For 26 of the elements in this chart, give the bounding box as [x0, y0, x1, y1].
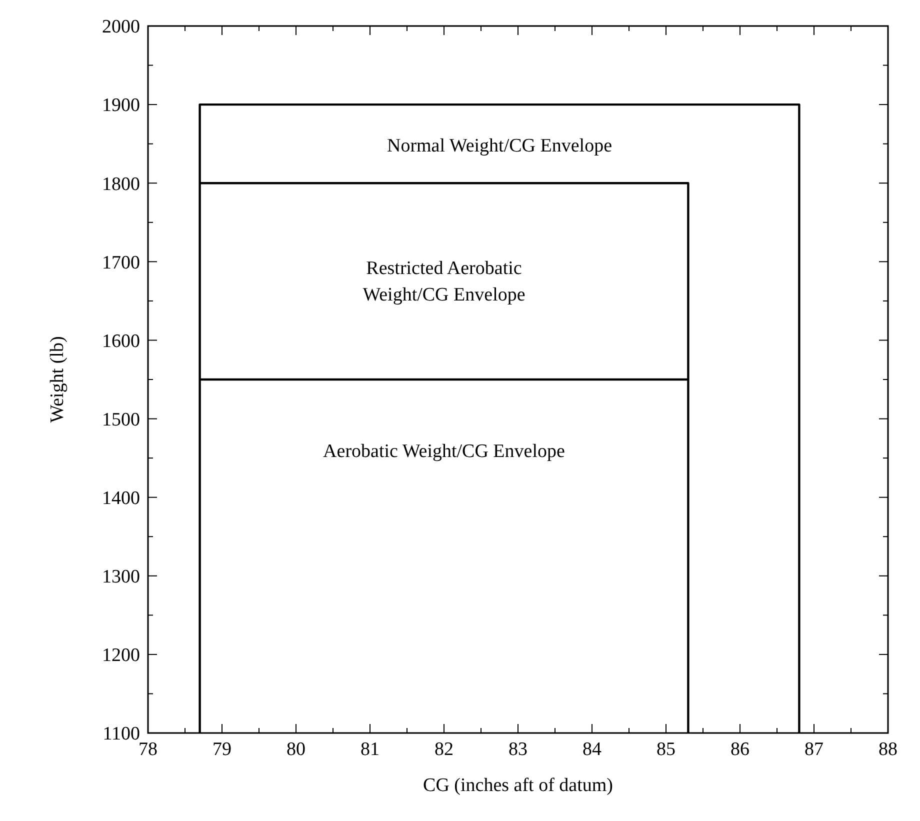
y-tick-label: 1600 — [102, 330, 140, 352]
x-axis-title: CG (inches aft of datum) — [423, 775, 613, 796]
y-tick-label: 1400 — [102, 488, 140, 509]
x-tick-label: 83 — [508, 739, 528, 760]
annotation: Normal Weight/CG Envelope — [386, 135, 612, 156]
annotation: Restricted Aerobatic Weight/CG Envelope — [362, 258, 526, 306]
annotation: Aerobatic Weight/CG Envelope — [323, 440, 565, 462]
y-tick-label: 1500 — [102, 409, 140, 430]
x-tick-label: 84 — [582, 739, 602, 760]
y-axis-title: Weight (lb) — [47, 336, 68, 423]
y-tick-label: 1700 — [102, 252, 140, 274]
x-tick-label: 80 — [286, 739, 306, 760]
y-tick-label: 1200 — [102, 645, 140, 666]
x-tick-label: 82 — [434, 739, 454, 760]
x-tick-label: 79 — [212, 739, 232, 760]
x-tick-label: 86 — [730, 739, 750, 760]
x-tick-label: 85 — [656, 739, 676, 760]
y-tick-label: 2000 — [102, 16, 140, 38]
y-tick-label: 1100 — [102, 724, 140, 745]
x-tick-label: 88 — [878, 739, 898, 760]
x-tick-label: 87 — [804, 739, 824, 760]
y-tick-label: 1900 — [102, 95, 140, 116]
y-tick-label: 1800 — [102, 174, 140, 195]
x-tick-label: 78 — [138, 739, 158, 760]
y-tick-label: 1300 — [102, 566, 140, 588]
x-tick-label: 81 — [360, 739, 380, 760]
